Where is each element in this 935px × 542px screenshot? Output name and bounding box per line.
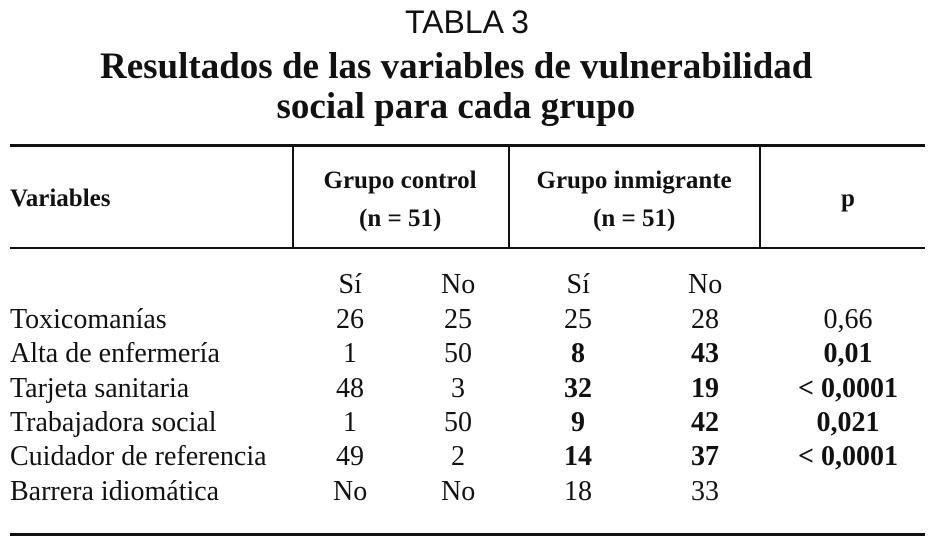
top-rule — [10, 144, 925, 147]
column-header: Grupo inmigrante — [536, 166, 732, 194]
cell: 3 — [451, 372, 465, 404]
cell: 42 — [691, 406, 719, 438]
cell: 48 — [336, 372, 364, 404]
column-divider — [292, 146, 294, 248]
cell: 0,66 — [823, 304, 873, 335]
cell: 0,01 — [823, 338, 873, 370]
row-label: Trabajadora social — [10, 406, 217, 438]
row-label: Barrera idiomática — [10, 475, 220, 507]
bottom-rule — [10, 533, 925, 536]
cell: 33 — [691, 475, 719, 507]
cell: 50 — [444, 406, 472, 438]
row-label: Cuidador de referencia — [10, 441, 267, 473]
cell: 1 — [343, 406, 357, 438]
column-header: Grupo control — [323, 166, 477, 194]
cell: 19 — [691, 372, 719, 404]
subheader: No — [688, 269, 723, 300]
row-label: Alta de enfermería — [10, 338, 220, 370]
subheader: Sí — [338, 269, 362, 300]
table-number: TABLA 3 — [405, 4, 529, 40]
cell: 25 — [564, 304, 592, 335]
cell: 18 — [564, 475, 592, 507]
cell: 28 — [691, 304, 719, 335]
column-divider — [759, 146, 761, 248]
row-label: Tarjeta sanitaria — [10, 372, 190, 404]
cell: 1 — [343, 338, 357, 370]
cell: 9 — [571, 406, 585, 438]
column-divider — [508, 146, 510, 248]
cell: 49 — [336, 441, 364, 473]
cell: 14 — [564, 441, 592, 473]
cell: 26 — [336, 304, 364, 335]
cell: < 0,0001 — [798, 441, 898, 473]
cell: 8 — [571, 338, 585, 370]
column-header-n: (n = 51) — [359, 204, 442, 232]
column-header: Variables — [10, 184, 111, 212]
cell: No — [333, 475, 368, 507]
row-label: Toxicomanías — [10, 304, 167, 335]
cell: 2 — [451, 441, 465, 473]
column-header-n: (n = 51) — [593, 204, 676, 232]
subheader: Sí — [566, 269, 590, 300]
subheader: No — [441, 269, 476, 300]
column-header: p — [841, 184, 855, 212]
cell: 43 — [691, 338, 719, 370]
cell: < 0,0001 — [798, 372, 898, 404]
cell: No — [441, 475, 476, 507]
cell: 50 — [444, 338, 472, 370]
header-rule — [10, 247, 925, 249]
cell: 25 — [444, 304, 472, 335]
table-title: Resultados de las variables de vulnerabi… — [100, 45, 813, 87]
cell: 0,021 — [816, 406, 880, 438]
table-title: social para cada grupo — [276, 85, 636, 127]
cell: 32 — [564, 372, 592, 404]
cell: 37 — [691, 441, 719, 473]
